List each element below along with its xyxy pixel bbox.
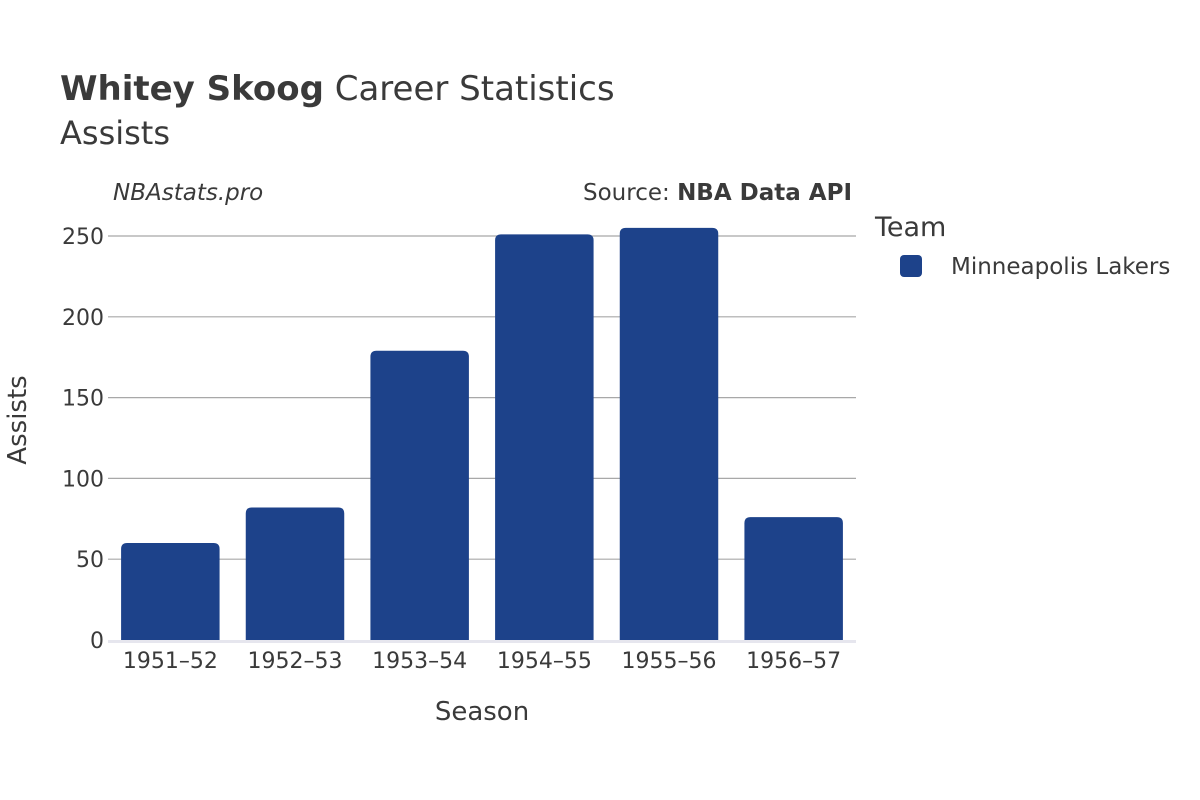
bar-1951–52 xyxy=(121,543,220,640)
x-tick-label: 1954–55 xyxy=(497,649,592,674)
source-label: Source: NBA Data API xyxy=(583,180,852,206)
x-axis-title: Season xyxy=(435,697,529,727)
legend-swatch xyxy=(900,255,922,277)
source-name: NBA Data API xyxy=(677,180,852,206)
player-name: Whitey Skoog xyxy=(60,69,324,109)
bar-1955–56 xyxy=(619,227,719,641)
watermark: NBAstats.pro xyxy=(113,180,263,206)
legend-title: Team xyxy=(874,212,946,243)
bar-1954–55 xyxy=(495,234,594,640)
bar-1953–54 xyxy=(370,350,469,640)
x-tick-label: 1951–52 xyxy=(123,649,218,674)
y-tick-labels: 0 50 100 150 200 250 xyxy=(62,225,104,654)
bars xyxy=(121,227,843,641)
x-tick-label: 1952–53 xyxy=(248,649,343,674)
y-tick-label: 200 xyxy=(62,306,104,331)
y-tick-label: 250 xyxy=(62,225,104,250)
x-tick-label: 1955–56 xyxy=(622,649,717,674)
y-tick-label: 150 xyxy=(62,387,104,412)
y-tick-label: 0 xyxy=(90,629,104,654)
y-axis-title: Assists xyxy=(3,375,33,464)
legend-item-label: Minneapolis Lakers xyxy=(951,254,1170,280)
title-rest: Career Statistics xyxy=(324,69,615,109)
y-tick-label: 100 xyxy=(62,467,104,492)
x-tick-label: 1956–57 xyxy=(746,649,841,674)
x-tick-labels: 1951–52 1952–53 1953–54 1954–55 1955–56 1956–… xyxy=(123,649,841,674)
legend: Minneapolis Lakers xyxy=(900,254,1170,280)
x-tick-label: 1953–54 xyxy=(372,649,467,674)
bar-1956–57 xyxy=(744,517,843,640)
source-prefix: Source: xyxy=(583,180,677,206)
chart-subtitle: Assists xyxy=(60,114,170,152)
chart-title: Whitey Skoog Career Statistics xyxy=(60,69,615,109)
bar-1952–53 xyxy=(245,507,345,640)
gridlines xyxy=(108,235,856,643)
y-tick-label: 50 xyxy=(76,548,104,573)
